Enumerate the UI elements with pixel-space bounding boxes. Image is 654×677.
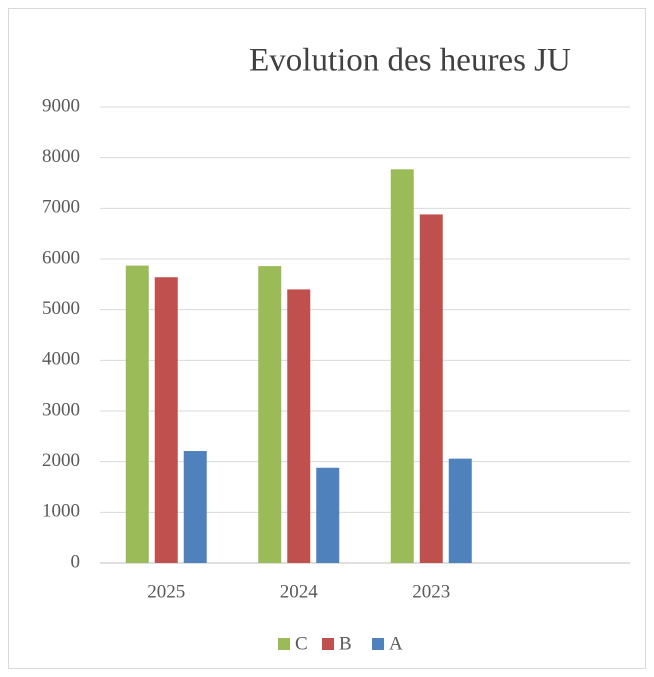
legend-swatch [372,638,384,650]
y-tick-label: 9000 [42,95,80,116]
bar [316,467,340,563]
y-tick-label: 2000 [42,450,80,471]
x-tick-label: 2025 [147,581,185,602]
chart-title: Evolution des heures JU [249,43,571,79]
legend-label: C [295,633,308,654]
y-tick-label: 8000 [42,146,80,167]
bar [287,289,311,563]
y-tick-label: 0 [71,551,81,572]
bar [125,265,149,563]
x-tick-label: 2023 [412,581,450,602]
legend-swatch [278,638,290,650]
bar [154,277,178,563]
bar [390,169,414,563]
y-tick-label: 4000 [42,349,80,370]
legend-swatch [322,638,334,650]
y-tick-label: 1000 [42,501,80,522]
y-tick-label: 5000 [42,298,80,319]
x-tick-label: 2024 [280,581,319,602]
y-tick-label: 7000 [42,197,80,218]
legend-label: B [339,633,352,654]
bar [419,214,443,563]
legend-label: A [389,633,403,654]
y-tick-label: 3000 [42,399,80,420]
bar [183,451,207,563]
bar [448,458,472,563]
y-tick-label: 6000 [42,247,80,268]
bar [258,266,282,563]
